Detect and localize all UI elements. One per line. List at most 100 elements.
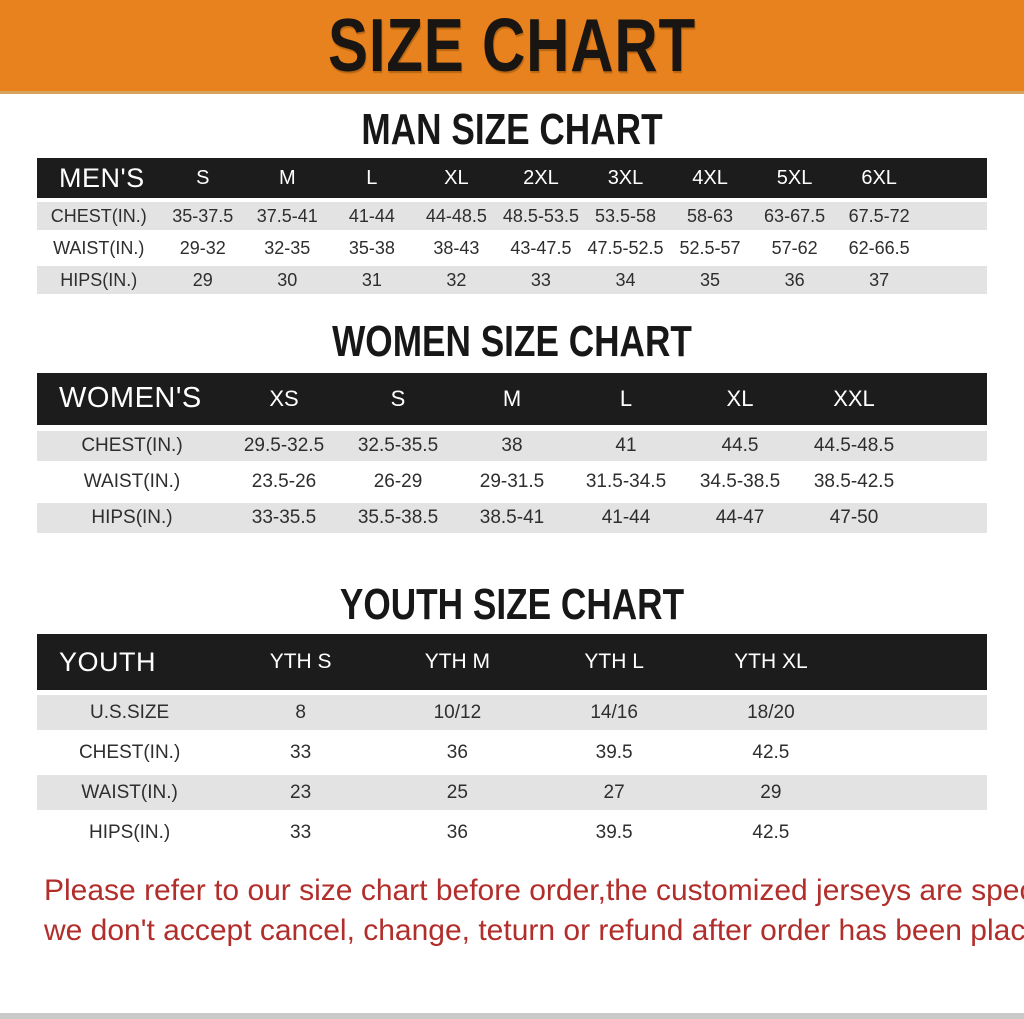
measurement-value: 67.5-72 [836, 202, 922, 231]
measurement-value: 37.5-41 [245, 202, 330, 231]
measurement-value: 35.5-38.5 [341, 502, 455, 533]
size-column-header: YTH M [379, 634, 536, 691]
measurement-value: 39.5 [535, 735, 693, 771]
table-header-row: WOMEN'S XS S M L XL XXL [37, 372, 987, 425]
size-column-header: XL [683, 372, 797, 425]
measurement-value: 37 [836, 266, 922, 295]
size-column-header: YTH L [535, 634, 693, 691]
womens-size-table: WOMEN'S XS S M L XL XXL CHEST(IN.) 29.5-32.5 32.5… [37, 367, 987, 539]
measurement-value: 34 [583, 266, 668, 295]
size-column-header: YTH S [222, 634, 379, 691]
measurement-value: 35-37.5 [160, 202, 246, 231]
filler-cell [921, 266, 987, 295]
bottom-strip [0, 1013, 1024, 1019]
size-column-header: 2XL [498, 158, 584, 199]
disclaimer-line-2: we don't accept cancel, change, teturn o… [44, 914, 1024, 948]
filler-cell [849, 695, 987, 731]
measurement-label: HIPS(IN.) [37, 502, 227, 533]
filler-cell [849, 775, 987, 811]
measurement-value: 62-66.5 [836, 234, 922, 263]
filler-cell [911, 430, 987, 461]
measurement-label: WAIST(IN.) [37, 775, 223, 811]
measurement-value: 38-43 [414, 234, 499, 263]
measurement-value: 33 [222, 815, 379, 851]
banner: SIZE CHART [0, 0, 1024, 94]
section-women: WOMEN SIZE CHART WOMEN'S XS S M L XL XXL CHEST(… [0, 317, 1024, 539]
measurement-value: 39.5 [535, 815, 693, 851]
measurement-value: 32.5-35.5 [341, 430, 455, 461]
size-column-header: S [341, 372, 455, 425]
size-column-header: XS [227, 372, 341, 425]
measurement-value: 33 [222, 735, 379, 771]
filler-cell [849, 634, 987, 691]
measurement-value: 33-35.5 [227, 502, 341, 533]
size-column-header: XL [414, 158, 499, 199]
measurement-value: 41-44 [329, 202, 415, 231]
filler-cell [911, 466, 987, 497]
measurement-value: 44-48.5 [414, 202, 499, 231]
measurement-value: 14/16 [535, 695, 693, 731]
table-row: CHEST(IN.) 29.5-32.5 32.5-35.5 38 41 44.5 44.5… [37, 430, 987, 461]
measurement-value: 48.5-53.5 [498, 202, 584, 231]
measurement-value: 63-67.5 [752, 202, 837, 231]
man-section-title: MAN SIZE CHART [361, 105, 663, 154]
banner-title: SIZE CHART [328, 3, 696, 87]
measurement-value: 52.5-57 [667, 234, 753, 263]
measurement-label: WAIST(IN.) [37, 234, 161, 263]
measurement-label: WAIST(IN.) [37, 466, 227, 497]
measurement-value: 35 [667, 266, 753, 295]
table-group-label: MEN'S [37, 158, 161, 199]
table-group-label: WOMEN'S [37, 372, 227, 425]
measurement-value: 32 [414, 266, 499, 295]
measurement-value: 10/12 [379, 695, 536, 731]
measurement-value: 38 [455, 430, 569, 461]
measurement-value: 31.5-34.5 [569, 466, 683, 497]
measurement-value: 44.5-48.5 [797, 430, 911, 461]
measurement-value: 29-32 [160, 234, 246, 263]
measurement-value: 8 [222, 695, 379, 731]
measurement-label: CHEST(IN.) [37, 202, 161, 231]
measurement-value: 27 [535, 775, 693, 811]
table-row: CHEST(IN.) 33 36 39.5 42.5 [37, 735, 987, 771]
measurement-value: 38.5-41 [455, 502, 569, 533]
size-column-header: 3XL [583, 158, 668, 199]
filler-cell [849, 815, 987, 851]
measurement-value: 47-50 [797, 502, 911, 533]
measurement-value: 38.5-42.5 [797, 466, 911, 497]
youth-size-table: YOUTH YTH S YTH M YTH L YTH XL U.S.SIZE 8 10/12… [37, 629, 987, 855]
size-column-header: L [569, 372, 683, 425]
youth-section-title: YOUTH SIZE CHART [339, 579, 685, 629]
size-column-header: YTH XL [692, 634, 850, 691]
size-column-header: M [245, 158, 330, 199]
table-row: HIPS(IN.) 29 30 31 32 33 34 35 36 37 [37, 266, 987, 295]
women-section-title: WOMEN SIZE CHART [332, 317, 692, 367]
table-row: WAIST(IN.) 29-32 32-35 35-38 38-43 43-47.5 47.… [37, 234, 987, 263]
measurement-label: U.S.SIZE [37, 695, 223, 731]
size-column-header: XXL [797, 372, 911, 425]
disclaimer: Please refer to our size chart before or… [0, 871, 1024, 951]
measurement-label: CHEST(IN.) [37, 735, 223, 771]
measurement-value: 34.5-38.5 [683, 466, 797, 497]
measurement-value: 25 [379, 775, 536, 811]
measurement-value: 26-29 [341, 466, 455, 497]
size-column-header: 4XL [667, 158, 753, 199]
disclaimer-line-1: Please refer to our size chart before or… [44, 874, 1024, 908]
mens-size-table: MEN'S S M L XL 2XL 3XL 4XL 5XL 6XL CHEST(IN.) 35-37… [37, 154, 987, 298]
measurement-value: 57-62 [752, 234, 837, 263]
section-youth: YOUTH SIZE CHART YOUTH YTH S YTH M YTH L YTH… [0, 579, 1024, 855]
measurement-value: 41-44 [569, 502, 683, 533]
measurement-value: 42.5 [692, 735, 850, 771]
filler-cell [849, 735, 987, 771]
table-row: WAIST(IN.) 23.5-26 26-29 29-31.5 31.5-34.5 34… [37, 466, 987, 497]
measurement-value: 23.5-26 [227, 466, 341, 497]
filler-cell [921, 202, 987, 231]
measurement-value: 58-63 [667, 202, 753, 231]
measurement-value: 30 [245, 266, 330, 295]
measurement-value: 36 [379, 815, 536, 851]
measurement-value: 36 [379, 735, 536, 771]
measurement-value: 29 [160, 266, 246, 295]
section-man: MAN SIZE CHART MEN'S S M L XL 2XL 3XL 4XL 5XL 6XL… [0, 105, 1024, 298]
table-row: CHEST(IN.) 35-37.5 37.5-41 41-44 44-48.5 48.5… [37, 202, 987, 231]
table-row: HIPS(IN.) 33-35.5 35.5-38.5 38.5-41 41-44 44-… [37, 502, 987, 533]
